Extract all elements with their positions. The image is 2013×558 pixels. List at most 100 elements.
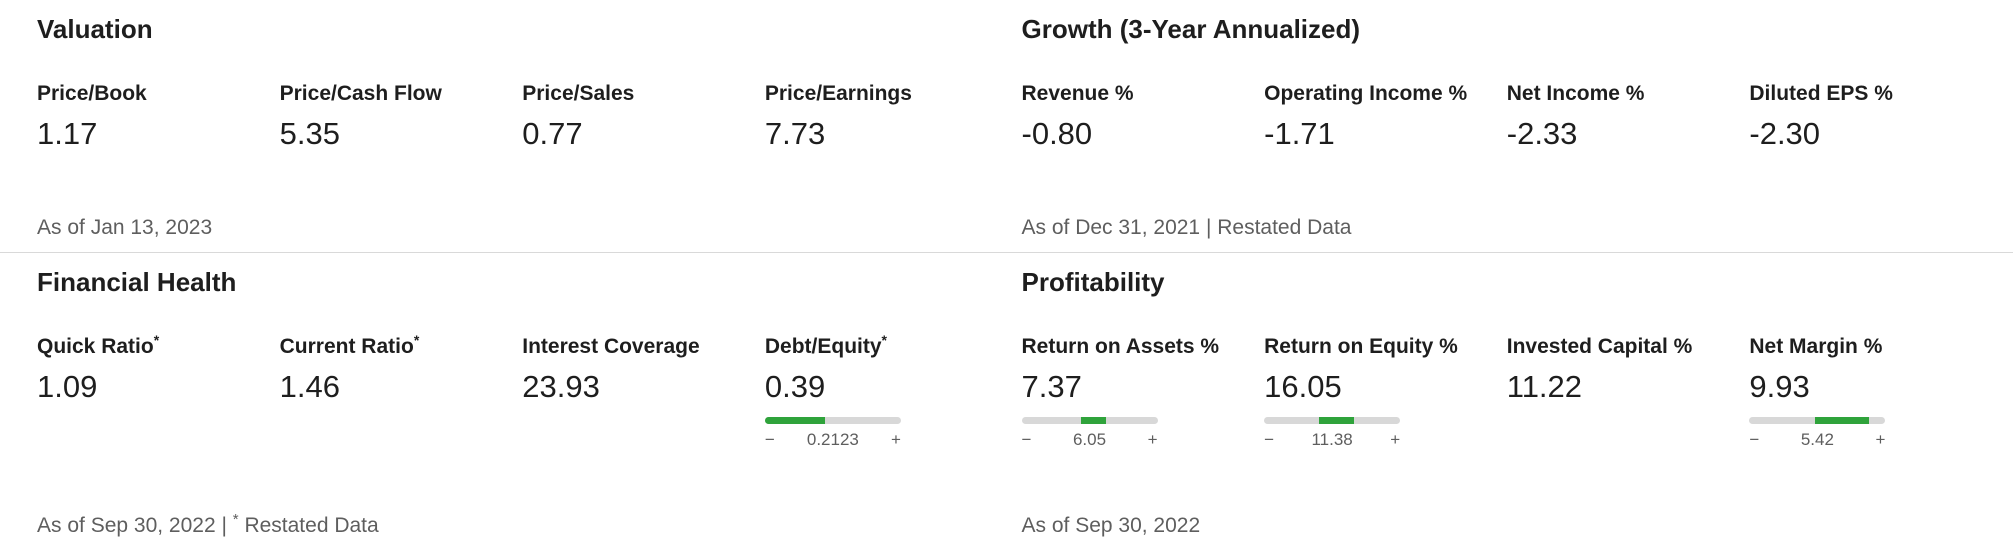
metric-price-sales: Price/Sales 0.77 (522, 81, 749, 151)
gauge-plus-icon: + (1390, 429, 1401, 449)
metric-value: 11.22 (1506, 369, 1583, 405)
debt-equity-gauge: − 0.2123 + (764, 416, 901, 450)
horizontal-divider (0, 252, 2013, 253)
metric-label: Revenue % (1021, 82, 1134, 106)
metric-price-earnings: Price/Earnings 7.73 (765, 81, 992, 151)
metric-label-text: Quick Ratio (37, 335, 154, 359)
metric-label-text: Current Ratio (279, 335, 414, 359)
growth-section-title: Growth (3-Year Annualized) (1021, 14, 1361, 44)
valuation-as-of-date: As of Jan 13, 2023 (37, 215, 213, 239)
metric-label: Current Ratio* (279, 332, 507, 360)
metric-label: Price/Cash Flow (279, 82, 442, 106)
valuation-section-title: Valuation (37, 14, 153, 44)
metric-label: Price/Book (37, 82, 147, 106)
metric-diluted-eps-growth: Diluted EPS % -2.30 (1749, 81, 1976, 151)
metric-label: Net Income % (1506, 82, 1645, 106)
metric-label: Interest Coverage (522, 335, 700, 359)
metric-current-ratio: Current Ratio* 1.46 (279, 332, 507, 405)
metric-value: 5.35 (279, 116, 340, 152)
gauge-fill (1814, 416, 1870, 424)
restated-star: * (153, 332, 160, 349)
metric-return-on-equity: Return on Equity % 16.05 − 11.38 + (1264, 334, 1491, 449)
gauge-track (764, 416, 901, 424)
gauge-fill (1081, 416, 1106, 424)
metric-price-cash-flow: Price/Cash Flow 5.35 (280, 81, 507, 151)
metric-operating-income-growth: Operating Income % -1.71 (1264, 81, 1491, 151)
metric-value: 1.46 (279, 369, 340, 405)
metric-label: Quick Ratio* (37, 332, 264, 360)
gauge-fill (1318, 416, 1354, 424)
growth-section: Growth (3-Year Annualized) Revenue % -0.… (1022, 0, 1977, 266)
metric-label: Operating Income % (1264, 82, 1468, 106)
restated-star: * (232, 510, 239, 528)
profitability-metrics: Return on Assets % 7.37 − 6.05 + (1021, 334, 1977, 450)
gauge-benchmark-value: 0.2123 (806, 429, 859, 449)
metric-price-book: Price/Book 1.17 (37, 81, 264, 151)
gauge-track (1021, 416, 1158, 424)
metric-label: Diluted EPS % (1749, 82, 1893, 106)
gauge-scale: − 0.2123 + (765, 430, 901, 450)
metric-interest-coverage: Interest Coverage 23.93 (522, 334, 749, 404)
gauge-track (1749, 416, 1886, 424)
gauge-scale: − 11.38 + (1264, 430, 1400, 450)
return-on-equity-gauge: − 11.38 + (1264, 416, 1401, 450)
metric-value: -0.80 (1021, 116, 1093, 152)
metric-value: 16.05 (1264, 369, 1342, 405)
growth-as-of-date: As of Dec 31, 2021 | Restated Data (1021, 215, 1352, 239)
metric-value: 23.93 (522, 369, 600, 405)
growth-metrics: Revenue % -0.80 Operating Income % -1.71… (1022, 81, 1977, 151)
gauge-scale: − 5.42 + (1749, 430, 1885, 450)
metric-label: Debt/Equity* (764, 332, 992, 360)
metric-revenue-growth: Revenue % -0.80 (1022, 81, 1249, 151)
metric-value: 9.93 (1749, 369, 1810, 405)
gauge-minus-icon: − (764, 429, 775, 449)
gauge-fill (764, 416, 825, 424)
metric-value: 0.39 (764, 369, 826, 405)
metric-label: Invested Capital % (1506, 335, 1693, 359)
financial-health-metrics: Quick Ratio* 1.09 Current Ratio* 1.46 In… (37, 332, 992, 450)
metric-label: Return on Equity % (1264, 335, 1458, 359)
net-margin-gauge: − 5.42 + (1749, 416, 1886, 450)
gauge-benchmark-value: 11.38 (1311, 429, 1353, 449)
metric-value: 0.77 (522, 116, 583, 152)
restated-note: Restated Data (238, 513, 379, 537)
profitability-as-of-date: As of Sep 30, 2022 (1021, 513, 1201, 537)
metric-label: Price/Earnings (764, 82, 912, 106)
metric-value: 7.37 (1021, 369, 1082, 405)
metric-value: 7.73 (764, 116, 826, 152)
metric-label: Price/Sales (522, 82, 635, 106)
gauge-scale: − 6.05 + (1022, 430, 1158, 450)
metric-label: Return on Assets % (1021, 335, 1220, 359)
restated-star: * (881, 332, 887, 349)
return-on-assets-gauge: − 6.05 + (1021, 416, 1158, 450)
financial-health-as-of-date: As of Sep 30, 2022 | * Restated Data (37, 510, 992, 558)
gauge-plus-icon: + (890, 429, 901, 449)
metric-return-on-assets: Return on Assets % 7.37 − 6.05 + (1021, 334, 1249, 450)
restated-star: * (413, 332, 420, 349)
metric-label: Net Margin % (1749, 335, 1883, 359)
top-row: Valuation Price/Book 1.17 Price/Cash Flo… (0, 0, 2013, 252)
gauge-benchmark-value: 5.42 (1800, 429, 1834, 449)
metric-value: -2.33 (1506, 116, 1578, 152)
metric-debt-equity: Debt/Equity* 0.39 − 0.2123 + (764, 332, 992, 450)
metric-value: -1.71 (1264, 116, 1335, 152)
as-of-text: As of Sep 30, 2022 | (37, 513, 233, 537)
gauge-minus-icon: − (1021, 429, 1032, 449)
profitability-section-title: Profitability (1021, 267, 1165, 297)
profitability-section: Profitability Return on Assets % 7.37 − … (1021, 253, 1977, 558)
metric-label-text: Debt/Equity (764, 335, 882, 359)
gauge-track (1264, 416, 1401, 424)
metric-net-income-growth: Net Income % -2.33 (1507, 81, 1734, 151)
gauge-benchmark-value: 6.05 (1072, 429, 1107, 449)
gauge-plus-icon: + (1875, 429, 1886, 449)
gauge-plus-icon: + (1147, 429, 1158, 449)
valuation-metrics: Price/Book 1.17 Price/Cash Flow 5.35 Pri… (37, 81, 992, 151)
bottom-row: Financial Health Quick Ratio* 1.09 Curre… (0, 253, 2013, 558)
metric-value: 1.17 (37, 116, 98, 152)
metric-quick-ratio: Quick Ratio* 1.09 (37, 332, 264, 404)
valuation-section: Valuation Price/Book 1.17 Price/Cash Flo… (37, 0, 992, 266)
metric-invested-capital: Invested Capital % 11.22 (1507, 334, 1734, 404)
financial-health-section-title: Financial Health (37, 267, 237, 297)
metric-net-margin: Net Margin % 9.93 − 5.42 + (1749, 334, 1976, 449)
